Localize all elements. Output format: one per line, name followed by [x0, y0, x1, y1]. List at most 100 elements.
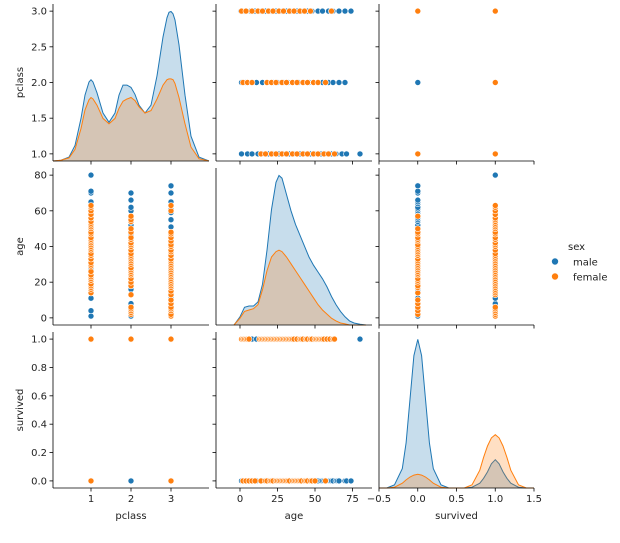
legend-marker-male: [551, 257, 559, 266]
point-male: [414, 79, 422, 86]
x-tick-label: 75: [346, 494, 359, 505]
point-female: [311, 477, 319, 485]
x-tick-label: 1.0: [487, 494, 503, 505]
point-male: [238, 150, 245, 158]
legend: sex male female: [551, 242, 607, 284]
point-female: [272, 79, 280, 86]
point-female: [322, 477, 329, 485]
point-female: [328, 7, 335, 15]
point-male: [87, 187, 95, 195]
point-male: [329, 79, 337, 86]
point-male: [343, 150, 350, 158]
point-female: [262, 150, 269, 158]
panel-age-vs-age: [215, 168, 372, 329]
point-female: [414, 150, 422, 158]
y-tick-label: 0.4: [31, 420, 47, 431]
point-female: [167, 477, 175, 485]
point-female: [167, 202, 175, 209]
x-tick-label: 3: [168, 494, 174, 505]
point-female: [242, 7, 250, 15]
point-male: [127, 477, 135, 485]
legend-title: sex: [568, 242, 585, 253]
x-tick-label: −0.5: [367, 494, 391, 505]
point-female: [127, 291, 135, 299]
point-male: [87, 307, 95, 315]
y-tick-label: 0.0: [31, 476, 47, 487]
point-male: [341, 7, 349, 15]
y-tick-label: 0.8: [31, 363, 47, 374]
point-female: [87, 335, 95, 343]
x-tick-label: 50: [309, 494, 322, 505]
panel-survived-vs-pclass: 1 2 3 0.0 0.2 0.4 0.6 0.8 1.0: [31, 332, 209, 505]
point-female: [325, 150, 332, 158]
point-male: [167, 182, 175, 190]
panel-age-vs-pclass: 0 20 40 60 80: [34, 168, 209, 329]
kde-fill-male-age: [234, 175, 366, 325]
kde-fill-male-pclass: [53, 11, 209, 161]
point-female: [331, 335, 338, 343]
point-male: [319, 7, 326, 15]
y-tick-label: 3.0: [31, 7, 47, 18]
x-tick-label: 1: [88, 494, 94, 505]
point-female: [127, 212, 135, 220]
point-male: [127, 204, 135, 211]
y-tick-label: 0: [41, 313, 47, 324]
point-male: [414, 196, 422, 204]
point-male: [127, 189, 135, 197]
point-female: [491, 303, 499, 311]
point-female: [414, 7, 422, 15]
point-female: [127, 225, 135, 232]
x-tick-label: 2: [128, 494, 134, 505]
y-tick-label: 2.0: [31, 78, 47, 89]
point-female: [491, 150, 499, 158]
point-female: [290, 7, 298, 15]
point-female: [269, 7, 277, 15]
point-female: [251, 477, 259, 485]
kde-line-female-pclass: [52, 78, 210, 162]
legend-label-female: female: [573, 273, 607, 284]
x-tick-label: 0.5: [449, 494, 465, 505]
point-female: [322, 79, 329, 86]
point-female: [248, 7, 256, 15]
y-axis-title-age: age: [15, 237, 26, 256]
x-tick-label: 25: [271, 494, 284, 505]
point-male: [347, 7, 355, 15]
y-tick-label: 0.6: [31, 391, 47, 402]
point-female: [280, 7, 287, 15]
y-tick-label: 0.2: [31, 448, 47, 459]
point-male: [127, 196, 135, 204]
point-male: [335, 7, 343, 15]
point-female: [307, 7, 314, 15]
kde-line-male-survived: [379, 339, 534, 489]
point-female: [491, 202, 499, 209]
point-female: [167, 228, 175, 236]
point-female: [272, 150, 280, 158]
y-tick-label: 1.0: [31, 335, 47, 346]
point-female: [331, 150, 338, 158]
point-female: [248, 79, 256, 86]
point-female: [414, 296, 422, 304]
point-female: [245, 335, 253, 343]
point-female: [304, 150, 311, 158]
y-tick-label: 1.5: [31, 114, 47, 125]
point-female: [259, 7, 266, 15]
x-tick-label: 0.0: [410, 494, 426, 505]
point-male: [414, 182, 422, 190]
legend-label-male: male: [573, 258, 598, 269]
point-female: [414, 212, 422, 220]
point-female: [87, 202, 95, 209]
point-male: [347, 477, 355, 485]
point-female: [491, 7, 499, 15]
point-female: [127, 335, 135, 343]
kde-line-female-age: [233, 249, 366, 326]
kde-fill-female-pclass: [53, 78, 209, 161]
kde-line-male-age: [233, 174, 367, 326]
panel-pclass-vs-pclass: 1.0 1.5 2.0 2.5 3.0: [31, 4, 210, 165]
kde-fill-male-survived: [379, 339, 534, 488]
point-male: [248, 150, 256, 158]
y-axis-title-pclass: pclass: [15, 67, 26, 98]
legend-marker-female: [551, 272, 559, 281]
panel-survived-vs-survived: −0.5 0.0 0.5 1.0 1.5: [367, 332, 542, 505]
kde-line-male-pclass: [52, 10, 210, 162]
